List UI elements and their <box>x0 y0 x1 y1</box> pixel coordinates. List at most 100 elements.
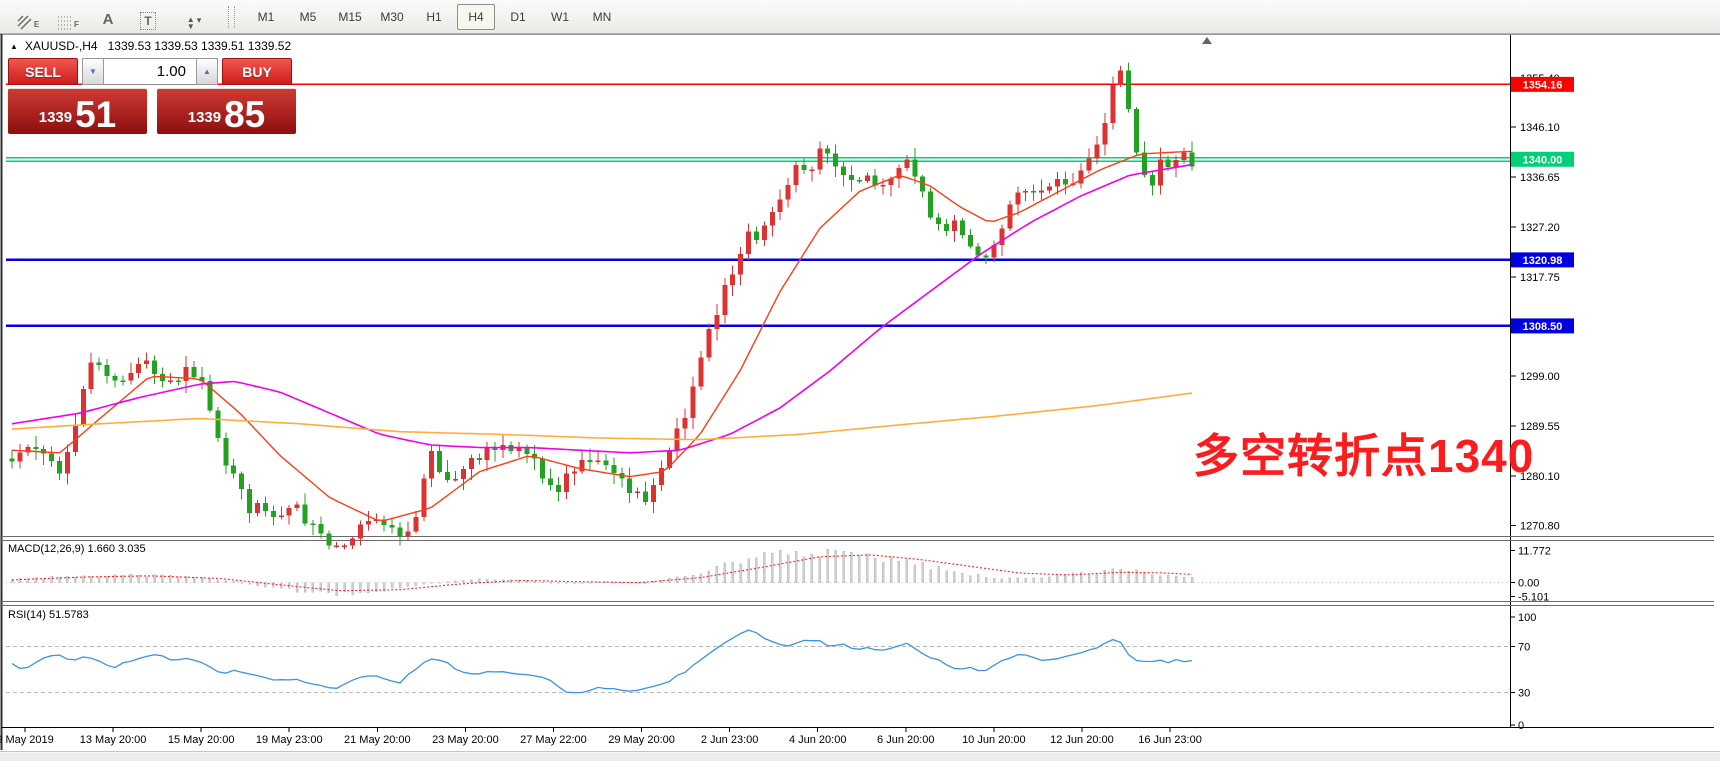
rsi-pane[interactable]: 100 70 30 0 <box>6 612 1536 732</box>
timeframe-button-W1[interactable]: W1 <box>551 9 569 24</box>
candle <box>49 453 55 461</box>
candle <box>310 523 316 525</box>
candle <box>231 465 237 474</box>
timeframe-button-M5[interactable]: M5 <box>299 9 317 24</box>
candle <box>777 199 783 212</box>
timeframe-button-M15[interactable]: M15 <box>338 9 362 24</box>
toolbar: E F A T ▲ ▼ ▾ M1 M5 M15 M30 H1 H4 D1 W1 MN <box>0 0 1720 34</box>
candle <box>643 491 649 502</box>
candle <box>405 531 411 537</box>
candle <box>120 380 126 382</box>
candle <box>72 424 78 452</box>
label-tool-button[interactable]: T <box>132 4 164 30</box>
candle <box>1046 186 1052 191</box>
candle <box>452 479 458 481</box>
horizontal-lines: 1354.16 1340.00 1320.98 1308.50 <box>6 76 1574 334</box>
volume-increase-button[interactable]: ▲ <box>196 58 218 85</box>
svg-text:30: 30 <box>1518 688 1530 700</box>
candle <box>397 527 403 537</box>
candle <box>239 473 245 490</box>
rsi-label: RSI(14) 51.5783 <box>8 609 89 621</box>
candle <box>944 223 950 231</box>
candle <box>128 373 134 381</box>
equidistant-channel-tool-button[interactable]: E <box>12 4 44 30</box>
candle <box>262 503 268 512</box>
timeframe-button-H4[interactable]: H4 <box>457 3 495 30</box>
candle <box>825 148 831 154</box>
candle <box>468 457 474 469</box>
timeframe-button-M30[interactable]: M30 <box>380 9 404 24</box>
candle <box>698 357 704 387</box>
svg-text:13 May 20:00: 13 May 20:00 <box>80 734 147 746</box>
ask-price-box[interactable]: 1339 85 <box>157 88 296 134</box>
ohlc-values: 1339.53 1339.53 1339.51 1339.52 <box>107 39 292 53</box>
candle <box>191 367 197 377</box>
buy-button[interactable]: BUY <box>222 58 292 85</box>
candle <box>706 329 712 358</box>
symbol-period-label: XAUUSD-,H4 <box>24 39 98 53</box>
candle <box>175 380 181 382</box>
candle <box>1118 70 1124 85</box>
timeframe-group: M1 M5 M15 M30 H1 H4 D1 W1 MN <box>245 3 623 30</box>
fibonacci-tool-button[interactable]: F <box>52 4 84 30</box>
volume-decrease-button[interactable]: ▼ <box>82 58 104 85</box>
candle <box>627 478 633 494</box>
volume-input[interactable] <box>104 58 196 85</box>
svg-text:23 May 20:00: 23 May 20:00 <box>432 734 499 746</box>
timeframe-button-M1[interactable]: M1 <box>257 9 275 24</box>
candle <box>722 285 728 315</box>
candle <box>255 503 261 513</box>
label-tool-icon: T <box>140 11 156 30</box>
spin-up-icon: ▲ <box>203 67 211 76</box>
candle <box>848 175 854 180</box>
bid-price-box[interactable]: 1339 51 <box>8 88 147 134</box>
candle <box>1094 144 1100 159</box>
toolbar-drag-handle[interactable] <box>228 5 235 28</box>
text-tool-button[interactable]: A <box>92 4 124 30</box>
candle <box>912 159 918 177</box>
candle <box>880 184 886 187</box>
candle <box>136 363 142 374</box>
candle <box>389 524 395 528</box>
candle <box>761 225 767 240</box>
timeframe-button-D1[interactable]: D1 <box>510 9 526 24</box>
candle <box>286 508 292 516</box>
candle <box>524 448 530 454</box>
sell-button[interactable]: SELL <box>8 58 78 85</box>
candlesticks[interactable] <box>9 62 1195 550</box>
candle <box>540 458 546 479</box>
svg-text:6 Jun 20:00: 6 Jun 20:00 <box>877 734 935 746</box>
candle <box>856 179 862 182</box>
candle <box>326 533 332 546</box>
candle <box>579 459 585 472</box>
channel-tool-sub: E <box>33 19 40 29</box>
candle <box>381 519 387 525</box>
collapse-panel-icon[interactable]: ▲ <box>10 41 18 51</box>
candle <box>928 191 934 218</box>
arrows-tool-button[interactable]: ▲ ▼ ▾ <box>172 4 216 31</box>
candle <box>650 484 656 502</box>
svg-text:1299.00: 1299.00 <box>1520 371 1560 383</box>
timeframe-button-MN[interactable]: MN <box>592 9 612 24</box>
candle <box>25 447 31 453</box>
candle <box>1023 191 1029 193</box>
candle <box>1078 170 1084 184</box>
timeframe-button-H1[interactable]: H1 <box>426 9 442 24</box>
arrows-icon: ▲ ▼ <box>186 14 195 31</box>
candle <box>983 255 989 258</box>
candle <box>603 460 609 466</box>
svg-text:1354.16: 1354.16 <box>1523 79 1563 91</box>
svg-text:0: 0 <box>1518 720 1524 732</box>
time-axis[interactable]: 9 May 2019 13 May 20:00 15 May 20:00 19 May… <box>0 727 1202 747</box>
svg-text:1346.10: 1346.10 <box>1520 122 1560 134</box>
price-scale[interactable]: 1355.401346.101336.651327.201317.751299.… <box>1510 73 1560 533</box>
chevron-down-icon[interactable]: ▾ <box>196 14 202 25</box>
candle <box>753 231 759 240</box>
candle <box>516 448 522 451</box>
candle <box>357 524 363 539</box>
macd-pane[interactable]: 11.772 0.00-5.101 <box>6 546 1551 604</box>
candle <box>571 471 577 474</box>
candle <box>159 374 165 382</box>
candle <box>492 448 498 451</box>
